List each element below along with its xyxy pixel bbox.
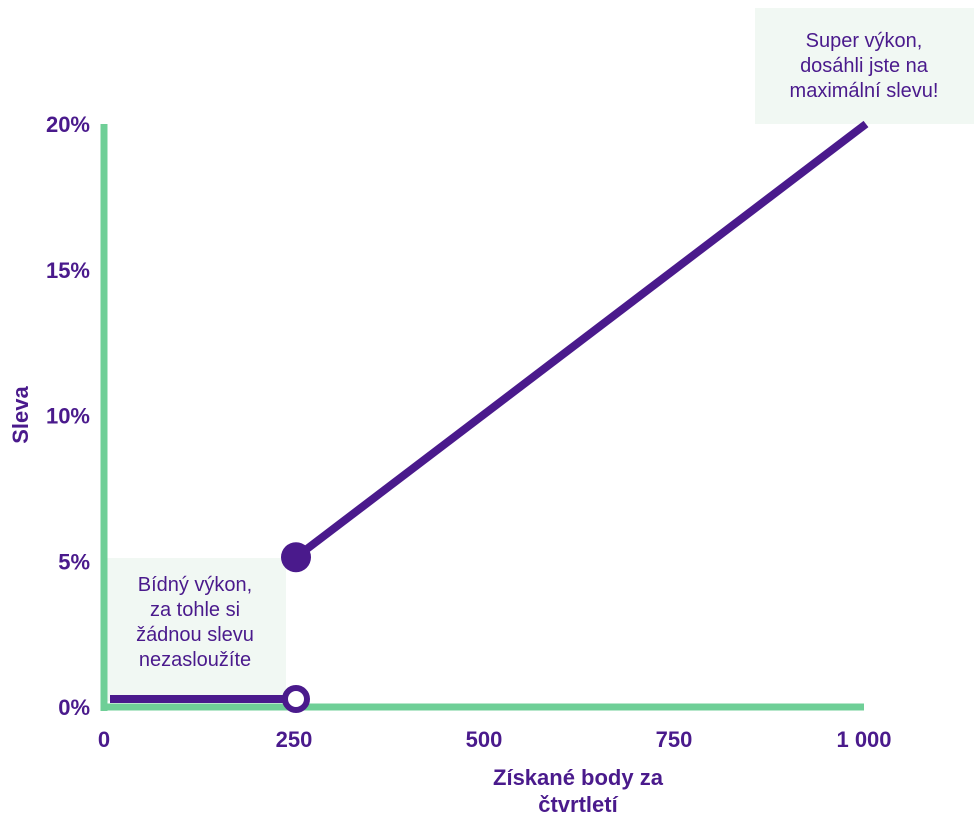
annotation-high-line: Super výkon,	[806, 30, 923, 52]
x-tick-label: 750	[656, 727, 693, 752]
y-tick-label: 20%	[46, 112, 90, 137]
y-tick-label: 0%	[58, 695, 90, 720]
annotation-low-line: za tohle si	[150, 599, 240, 621]
y-axis-title: Sleva	[8, 385, 33, 443]
annotation-low-background	[104, 558, 286, 701]
x-axis-title: Získané body za	[493, 765, 664, 790]
annotation-high-background	[755, 8, 974, 124]
y-tick-label: 15%	[46, 258, 90, 283]
filled-marker	[281, 542, 311, 573]
open-marker	[282, 685, 310, 713]
tick-labels: 0 250 500 750 1 000 0% 5% 10% 15% 20%	[46, 112, 892, 752]
annotation-low-line: žádnou slevu	[136, 624, 254, 646]
annotation-low-line: Bídný výkon,	[138, 574, 253, 596]
x-tick-label: 500	[466, 727, 503, 752]
discount-series	[110, 120, 869, 713]
y-tick-label: 5%	[58, 549, 90, 574]
x-tick-label: 1 000	[836, 727, 891, 752]
annotation-backgrounds	[104, 8, 974, 701]
axes	[100, 124, 864, 711]
annotation-low-line: nezasloužíte	[139, 649, 251, 671]
annotation-high-line: maximální slevu!	[790, 80, 939, 102]
y-tick-label: 10%	[46, 404, 90, 429]
x-tick-label: 0	[98, 727, 110, 752]
annotations: Bídný výkon, za tohle si žádnou slevu nezas…	[136, 30, 938, 671]
x-axis-title: čtvrtletí	[538, 792, 618, 817]
series-segment-high	[293, 120, 869, 561]
annotation-high-line: dosáhli jste na	[800, 55, 929, 77]
x-tick-label: 250	[276, 727, 313, 752]
